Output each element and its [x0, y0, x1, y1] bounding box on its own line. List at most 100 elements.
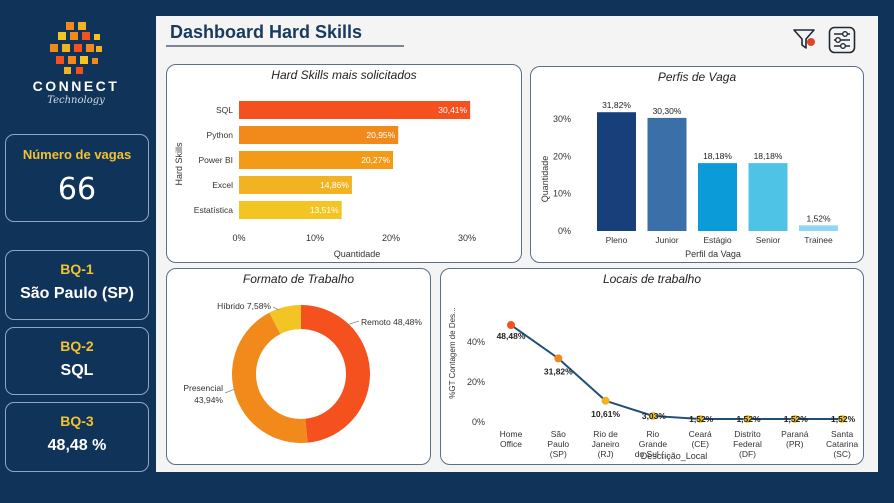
kpi-value: São Paulo (SP)	[20, 285, 134, 302]
data-label: 1,52%	[784, 414, 809, 424]
y-tick-label: SQL	[216, 105, 233, 115]
x-tick-label: Paraná	[781, 429, 809, 439]
hard-skills-card: Hard Skills mais solicitados Hard Skills…	[166, 64, 522, 263]
formato-trabalho-card: Formato de Trabalho Remoto 48,48% Presenc…	[166, 268, 431, 465]
chart-title: Hard Skills mais solicitados	[271, 68, 417, 82]
x-tick-label: Junior	[655, 235, 678, 245]
kpi-label: BQ-2	[60, 338, 94, 354]
bar	[647, 117, 687, 231]
data-label: 1,52%	[736, 414, 761, 424]
bar	[239, 126, 399, 144]
x-tick-label: Santa	[831, 429, 853, 439]
pie-slice	[301, 305, 371, 443]
bar	[597, 112, 636, 231]
data-label: 18,18%	[703, 151, 732, 161]
data-point	[648, 411, 657, 420]
y-tick-label: 20%	[553, 151, 571, 161]
data-point	[554, 354, 563, 363]
bar	[239, 176, 352, 194]
chart-title: Formato de Trabalho	[242, 272, 355, 286]
x-tick-label: Senior	[756, 235, 781, 245]
data-label: 20,95%	[366, 130, 395, 140]
x-tick-label: Home	[500, 429, 523, 439]
data-label: 30,41%	[438, 105, 467, 115]
y-tick-label: 30%	[553, 114, 571, 124]
dashboard-canvas: Dashboard Hard Skills Hard Skills mais s…	[156, 16, 878, 472]
locais-trabalho-chart: %GT Contagem de Des... Descrição_Local 0…	[448, 307, 858, 461]
slice-label: Presencial	[183, 383, 223, 393]
filter-icon[interactable]	[792, 26, 818, 57]
x-tick-label: (SC)	[833, 449, 851, 459]
data-label: 3,03%	[642, 411, 667, 421]
x-tick-label: Janeiro	[592, 439, 620, 449]
x-tick-label: Federal	[733, 439, 762, 449]
kpi-label: Número de vagas	[22, 147, 132, 162]
data-label: 1,52%	[806, 213, 831, 223]
logo-subtitle: Technology	[47, 95, 105, 106]
bar	[239, 101, 471, 119]
x-tick-label: (RJ)	[598, 449, 614, 459]
pie-slice	[232, 312, 308, 443]
y-axis-label: Hard Skills	[174, 142, 184, 186]
kpi-card-bq2: BQ-2 SQL	[5, 327, 149, 395]
data-point	[601, 396, 610, 405]
x-axis-label: Perfil da Vaga	[685, 249, 741, 259]
x-axis-label: Descrição_Local	[641, 451, 708, 461]
data-point	[696, 414, 705, 423]
data-label: 31,82%	[602, 100, 631, 110]
data-label: 14,86%	[320, 180, 349, 190]
x-tick-label: (CE)	[691, 439, 709, 449]
x-tick-label: Rio	[647, 429, 660, 439]
series-line	[510, 324, 843, 420]
y-tick-label: 20%	[467, 377, 485, 387]
data-label: 18,18%	[754, 151, 783, 161]
data-point	[838, 414, 847, 423]
kpi-value: 48,48 %	[47, 437, 107, 454]
bar	[799, 225, 838, 231]
data-label: 30,30%	[653, 106, 682, 116]
settings-sliders-icon[interactable]	[828, 26, 856, 59]
x-tick-label: 20%	[382, 233, 400, 243]
logo-name: CONNECT	[32, 78, 120, 94]
connect-logo: CONNECT Technology	[10, 20, 142, 125]
kpi-card-vagas: Número de vagas 66	[5, 134, 149, 222]
x-tick-label: Pleno	[606, 235, 628, 245]
pie-slice	[269, 305, 301, 335]
hard-skills-chart: Hard Skills Quantidade 0% 10% 20% 30% SQL 30,…	[174, 101, 476, 259]
y-tick-label: Excel	[212, 180, 233, 190]
x-tick-label: São	[551, 429, 566, 439]
bar	[748, 163, 788, 231]
slice-label: Híbrido 7,58%	[217, 301, 271, 311]
data-label: 1,52%	[831, 414, 856, 424]
data-label: 13,51%	[310, 205, 339, 215]
locais-trabalho-card: Locais de trabalho %GT Contagem de Des..…	[440, 268, 864, 465]
y-tick-label: Power BI	[199, 155, 234, 165]
x-tick-label: Estágio	[703, 235, 732, 245]
y-tick-label: 0%	[472, 417, 485, 427]
data-label: 48,48%	[497, 331, 526, 341]
data-label: 1,52%	[689, 414, 714, 424]
formato-trabalho-chart: Remoto 48,48% Presencial 43,94% Híbrido 7,5…	[183, 301, 422, 443]
x-tick-label: do Sul (...	[635, 449, 671, 459]
y-axis-label: %GT Contagem de Des...	[448, 307, 457, 398]
x-tick-label: (SP)	[550, 449, 567, 459]
kpi-value: 66	[57, 172, 97, 207]
x-tick-label: Office	[500, 439, 522, 449]
chart-title: Perfis de Vaga	[657, 70, 737, 84]
x-tick-label: (PR)	[786, 439, 804, 449]
title-underline	[166, 45, 404, 47]
data-label: 20,27%	[361, 155, 390, 165]
y-tick-label: 40%	[467, 337, 485, 347]
bar	[239, 151, 394, 169]
x-tick-label: Grande	[639, 439, 668, 449]
y-tick-label: 10%	[553, 189, 571, 199]
x-tick-label: 10%	[306, 233, 324, 243]
x-tick-label: 0%	[232, 233, 245, 243]
leader-line	[224, 388, 236, 394]
data-point	[790, 414, 799, 423]
slice-label: Remoto 48,48%	[361, 317, 422, 327]
kpi-card-bq3: BQ-3 48,48 %	[5, 402, 149, 472]
x-tick-label: Rio de	[593, 429, 618, 439]
data-label: 31,82%	[544, 366, 573, 376]
logo-mosaic-icon	[50, 22, 102, 74]
